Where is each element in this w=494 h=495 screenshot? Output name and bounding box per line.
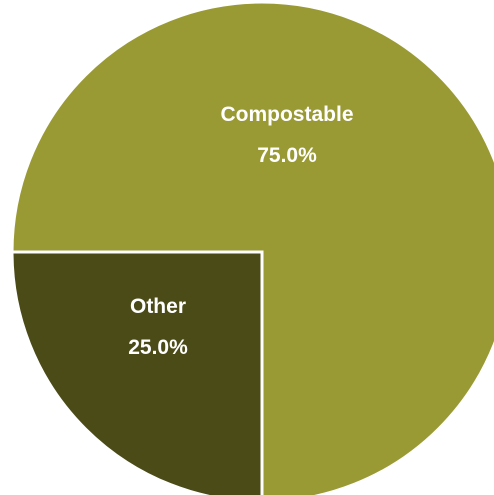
pie-slice-compostable	[10, 0, 494, 495]
slice-label-other-value: 25.0%	[128, 336, 188, 359]
pie-slice-other	[10, 250, 264, 495]
slice-label-compostable-name: Compostable	[220, 103, 353, 126]
slice-label-other-name: Other	[130, 295, 186, 318]
slice-label-compostable-value: 75.0%	[257, 144, 317, 167]
